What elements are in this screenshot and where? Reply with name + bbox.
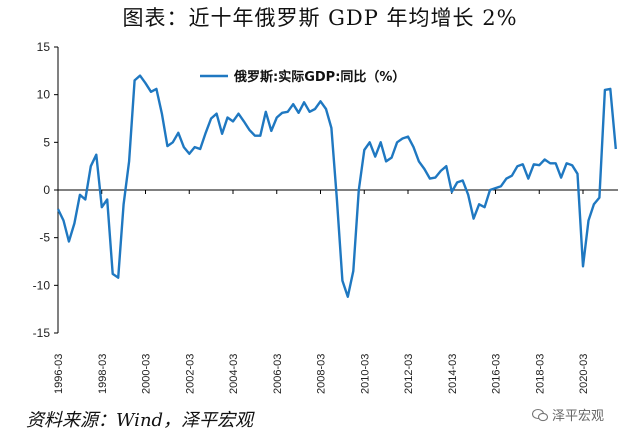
y-tick-label: 5: [43, 135, 50, 149]
series-line: [56, 74, 617, 298]
x-tick-label: 2008-03: [316, 354, 328, 394]
x-tick-label: 2012-03: [403, 354, 415, 394]
x-tick-label: 1996-03: [53, 354, 65, 394]
wechat-icon: [532, 408, 548, 421]
source-note: 资料来源：Wind，泽平宏观: [26, 410, 254, 431]
watermark-text: 泽平宏观: [552, 409, 605, 424]
x-axis: 1996-03 1998-03 2000-03 2002-03 2004-03 2006-…: [53, 189, 618, 394]
y-tick-label: -15: [33, 326, 51, 340]
y-tick-label: 15: [37, 40, 51, 54]
y-tick-label: 10: [37, 88, 51, 102]
x-tick-label: 2002-03: [184, 354, 196, 394]
x-tick-label: 2020-03: [578, 354, 590, 394]
y-axis: 15 10 5 0 -5 -10 -15: [33, 40, 59, 340]
x-tick-label: 2016-03: [491, 354, 503, 394]
legend-label: 俄罗斯:实际GDP:同比（%）: [233, 69, 405, 85]
watermark: 泽平宏观: [532, 405, 604, 424]
chart-title: 图表：近十年俄罗斯 GDP 年均增长 2%: [122, 6, 518, 30]
x-tick-label: 2018-03: [534, 354, 546, 394]
x-tick-label: 2000-03: [141, 354, 153, 394]
x-tick-label: 2006-03: [272, 354, 284, 394]
x-tick-label: 1998-03: [97, 354, 109, 394]
legend: 俄罗斯:实际GDP:同比（%）: [200, 69, 405, 85]
x-tick-label: 2014-03: [447, 354, 459, 394]
x-tick-label: 2004-03: [228, 354, 240, 394]
x-tick-label: 2010-03: [359, 354, 371, 394]
y-tick-label: -5: [39, 231, 50, 245]
y-tick-label: -10: [33, 278, 51, 292]
y-tick-label: 0: [43, 183, 50, 197]
